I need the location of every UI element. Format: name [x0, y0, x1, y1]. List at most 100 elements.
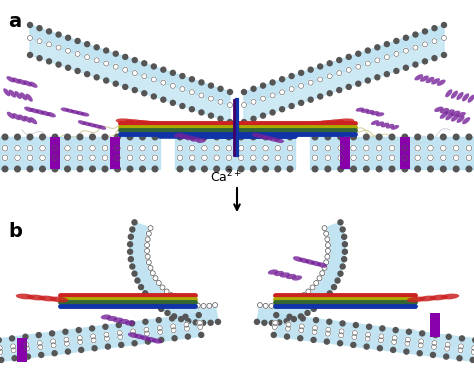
Circle shape — [318, 77, 323, 82]
Circle shape — [445, 346, 450, 351]
Circle shape — [251, 166, 256, 172]
Circle shape — [365, 78, 370, 83]
Ellipse shape — [7, 112, 15, 119]
Circle shape — [104, 336, 109, 341]
Ellipse shape — [180, 134, 189, 139]
Circle shape — [403, 35, 409, 40]
Circle shape — [284, 334, 290, 339]
Ellipse shape — [434, 106, 444, 112]
Circle shape — [190, 302, 195, 307]
Ellipse shape — [468, 95, 474, 103]
Ellipse shape — [420, 75, 429, 82]
Circle shape — [351, 166, 356, 172]
Circle shape — [346, 54, 351, 59]
Circle shape — [378, 338, 383, 343]
Circle shape — [183, 314, 188, 319]
Circle shape — [132, 57, 137, 62]
Bar — [400, 137, 410, 169]
Circle shape — [226, 155, 232, 160]
Circle shape — [39, 352, 44, 357]
Circle shape — [146, 260, 151, 265]
Polygon shape — [257, 223, 345, 323]
Ellipse shape — [391, 125, 399, 130]
Circle shape — [52, 134, 58, 140]
Ellipse shape — [125, 119, 146, 125]
Ellipse shape — [78, 120, 86, 125]
Circle shape — [338, 134, 344, 140]
Circle shape — [113, 64, 118, 69]
Circle shape — [415, 155, 420, 160]
Circle shape — [441, 23, 447, 28]
Circle shape — [422, 29, 428, 34]
Circle shape — [56, 32, 61, 37]
Ellipse shape — [93, 124, 101, 129]
Ellipse shape — [268, 269, 278, 275]
Circle shape — [403, 65, 409, 70]
Circle shape — [2, 146, 8, 151]
Circle shape — [281, 302, 285, 307]
Circle shape — [364, 166, 369, 172]
Circle shape — [27, 155, 33, 160]
Circle shape — [140, 155, 146, 160]
Ellipse shape — [154, 122, 174, 128]
Bar — [430, 313, 440, 337]
Circle shape — [346, 67, 351, 72]
Circle shape — [152, 155, 158, 160]
Circle shape — [77, 146, 83, 151]
Circle shape — [257, 303, 263, 308]
Circle shape — [65, 48, 71, 53]
Circle shape — [472, 345, 474, 350]
Circle shape — [342, 257, 346, 262]
Circle shape — [135, 278, 140, 283]
Circle shape — [251, 146, 256, 151]
Circle shape — [301, 293, 306, 298]
Circle shape — [405, 341, 410, 346]
Circle shape — [0, 345, 2, 350]
Circle shape — [56, 62, 61, 67]
Circle shape — [11, 348, 16, 353]
Circle shape — [115, 155, 120, 160]
Circle shape — [103, 324, 108, 329]
Circle shape — [27, 23, 33, 28]
Circle shape — [415, 134, 420, 140]
Circle shape — [351, 342, 356, 347]
Circle shape — [148, 226, 153, 231]
Circle shape — [325, 254, 330, 259]
Circle shape — [228, 90, 233, 95]
Ellipse shape — [76, 111, 84, 115]
Circle shape — [403, 48, 409, 53]
Circle shape — [342, 234, 346, 239]
Circle shape — [287, 314, 292, 319]
Circle shape — [177, 134, 183, 140]
Circle shape — [340, 227, 345, 232]
Circle shape — [325, 134, 331, 140]
Circle shape — [216, 319, 220, 324]
Circle shape — [184, 322, 189, 327]
Ellipse shape — [274, 271, 284, 276]
Ellipse shape — [311, 261, 321, 266]
Circle shape — [261, 83, 265, 88]
Circle shape — [255, 319, 259, 324]
Circle shape — [75, 69, 80, 74]
Circle shape — [132, 271, 137, 276]
Ellipse shape — [292, 275, 302, 281]
Circle shape — [190, 134, 195, 140]
Circle shape — [46, 29, 52, 34]
Text: Ca$^{2+}$: Ca$^{2+}$ — [210, 169, 242, 185]
Circle shape — [201, 321, 206, 326]
Ellipse shape — [71, 110, 79, 114]
Circle shape — [37, 39, 42, 44]
Ellipse shape — [66, 109, 74, 113]
Ellipse shape — [50, 296, 68, 303]
Ellipse shape — [3, 88, 10, 96]
Circle shape — [209, 83, 213, 88]
Circle shape — [104, 332, 109, 337]
Ellipse shape — [26, 94, 33, 102]
Circle shape — [164, 289, 169, 294]
Circle shape — [270, 80, 275, 85]
Circle shape — [280, 90, 284, 95]
Circle shape — [299, 83, 304, 88]
Circle shape — [128, 234, 133, 239]
Circle shape — [132, 220, 137, 225]
Circle shape — [299, 70, 304, 75]
